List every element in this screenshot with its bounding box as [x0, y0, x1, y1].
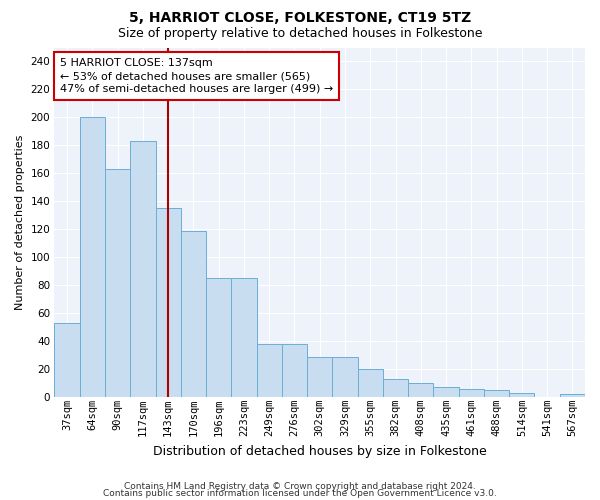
Bar: [458, 389, 484, 398]
Y-axis label: Number of detached properties: Number of detached properties: [15, 134, 25, 310]
Bar: [232, 278, 257, 398]
Text: Contains public sector information licensed under the Open Government Licence v3: Contains public sector information licen…: [103, 490, 497, 498]
Bar: [509, 393, 535, 398]
Bar: [206, 278, 232, 398]
Bar: [560, 394, 585, 398]
Bar: [55, 323, 80, 398]
Text: 5, HARRIOT CLOSE, FOLKESTONE, CT19 5TZ: 5, HARRIOT CLOSE, FOLKESTONE, CT19 5TZ: [129, 11, 471, 25]
Bar: [80, 118, 105, 398]
Bar: [257, 344, 282, 398]
Bar: [181, 231, 206, 398]
Bar: [408, 384, 433, 398]
Bar: [130, 141, 155, 398]
X-axis label: Distribution of detached houses by size in Folkestone: Distribution of detached houses by size …: [153, 444, 487, 458]
Text: Size of property relative to detached houses in Folkestone: Size of property relative to detached ho…: [118, 27, 482, 40]
Bar: [307, 356, 332, 398]
Bar: [433, 388, 458, 398]
Bar: [484, 390, 509, 398]
Bar: [383, 379, 408, 398]
Bar: [332, 356, 358, 398]
Text: Contains HM Land Registry data © Crown copyright and database right 2024.: Contains HM Land Registry data © Crown c…: [124, 482, 476, 491]
Bar: [105, 169, 130, 398]
Bar: [155, 208, 181, 398]
Text: 5 HARRIOT CLOSE: 137sqm
← 53% of detached houses are smaller (565)
47% of semi-d: 5 HARRIOT CLOSE: 137sqm ← 53% of detache…: [60, 58, 333, 94]
Bar: [282, 344, 307, 398]
Bar: [358, 370, 383, 398]
